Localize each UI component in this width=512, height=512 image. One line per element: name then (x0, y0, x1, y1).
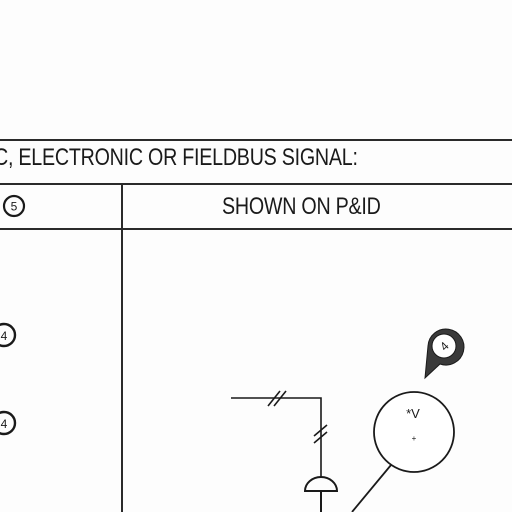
column-number-bubble: 5 (2, 194, 26, 218)
column-number-label: 5 (11, 200, 18, 214)
instrument-bubble: *V + (373, 391, 455, 473)
row-marker-label: 4 (1, 329, 8, 343)
electronic-signal-line (231, 390, 328, 478)
column-header-shown-on-pid: SHOWN ON P&ID (222, 193, 381, 220)
row-marker-bubble: 4 (0, 410, 17, 436)
instrument-center-mark: + (412, 434, 417, 443)
row-marker-label: 4 (1, 417, 8, 431)
column-header-divider (0, 228, 512, 230)
heading-divider (0, 183, 512, 185)
table-heading: C, ELECTRONIC OR FIELDBUS SIGNAL: (0, 144, 358, 171)
instrument-leader-line (351, 464, 392, 512)
diaphragm-actuator-symbol (303, 476, 339, 512)
row-marker-bubble: 4 (0, 322, 17, 348)
callout-pin-marker: 4 (424, 328, 465, 380)
instrument-tag: *V (406, 406, 420, 421)
column-divider (121, 184, 123, 512)
table-top-border (0, 139, 512, 141)
